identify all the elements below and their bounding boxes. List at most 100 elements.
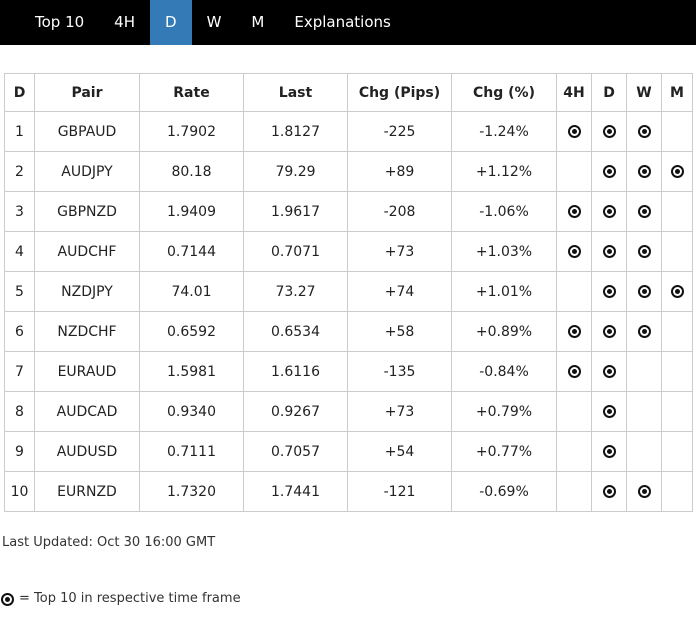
top10-dot-icon [670, 165, 684, 178]
m-flag-cell [661, 431, 693, 472]
top10-dot-icon [637, 125, 651, 138]
legend-text: = Top 10 in respective time frame [19, 591, 241, 606]
top10-dot-icon [567, 365, 581, 378]
top10-dot-icon [602, 245, 616, 258]
rate-cell: 0.6592 [139, 311, 244, 352]
nav-item-top-10[interactable]: Top 10 [35, 13, 85, 31]
top10-dot-icon [670, 285, 684, 298]
table-row: 7 EURAUD 1.5981 1.6116 -135 -0.84% [4, 351, 693, 392]
rate-cell: 1.9409 [139, 191, 244, 232]
rate-cell: 0.7111 [139, 431, 244, 472]
w-flag-cell [626, 151, 662, 192]
rank-cell: 1 [4, 111, 35, 152]
table-header-row: D Pair Rate Last Chg (Pips) Chg (%) 4H D W M [4, 73, 693, 112]
nav-item-4h[interactable]: 4H [114, 13, 135, 31]
last-cell: 73.27 [243, 271, 348, 312]
d-flag-cell [591, 231, 627, 272]
rate-cell: 0.9340 [139, 391, 244, 432]
top10-dot-icon [637, 485, 651, 498]
d-flag-cell [591, 151, 627, 192]
rank-cell: 8 [4, 391, 35, 432]
rank-cell: 2 [4, 151, 35, 192]
column-header-rate: Rate [139, 73, 244, 112]
column-header-chg: Chg (%) [451, 73, 557, 112]
table-row: 8 AUDCAD 0.9340 0.9267 +73 +0.79% [4, 391, 693, 432]
rate-cell: 80.18 [139, 151, 244, 192]
top10-dot-icon [602, 205, 616, 218]
legend: = Top 10 in respective time frame [1, 590, 696, 608]
top10-dot-icon [567, 245, 581, 258]
rate-cell: 1.7902 [139, 111, 244, 152]
table-row: 9 AUDUSD 0.7111 0.7057 +54 +0.77% [4, 431, 693, 472]
top10-table: D Pair Rate Last Chg (Pips) Chg (%) 4H D W M 1 GBP… [4, 73, 693, 512]
4h-flag-cell [556, 151, 592, 192]
rank-cell: 9 [4, 431, 35, 472]
chg-pct-cell: +1.01% [451, 271, 557, 312]
w-flag-cell [626, 231, 662, 272]
last-cell: 0.7071 [243, 231, 348, 272]
w-flag-cell [626, 351, 662, 392]
top10-dot-icon [602, 485, 616, 498]
pair-cell: AUDUSD [34, 431, 140, 472]
last-cell: 0.9267 [243, 391, 348, 432]
table-row: 1 GBPAUD 1.7902 1.8127 -225 -1.24% [4, 111, 693, 152]
top10-dot-icon [602, 125, 616, 138]
top10-dot-icon [637, 205, 651, 218]
table-body: 1 GBPAUD 1.7902 1.8127 -225 -1.24% 2 AUDJPY 80.1… [4, 111, 693, 512]
m-flag-cell [661, 351, 693, 392]
pair-cell: GBPAUD [34, 111, 140, 152]
d-flag-cell [591, 431, 627, 472]
table-row: 3 GBPNZD 1.9409 1.9617 -208 -1.06% [4, 191, 693, 232]
top-navbar: Top 10 4H D W M Explanations [0, 0, 696, 45]
chg-pct-cell: -0.69% [451, 471, 557, 512]
chg-pips-cell: -121 [347, 471, 452, 512]
top10-dot-icon [602, 445, 616, 458]
4h-flag-cell [556, 431, 592, 472]
last-cell: 1.9617 [243, 191, 348, 232]
table-row: 4 AUDCHF 0.7144 0.7071 +73 +1.03% [4, 231, 693, 272]
table-row: 2 AUDJPY 80.18 79.29 +89 +1.12% [4, 151, 693, 192]
last-cell: 0.6534 [243, 311, 348, 352]
pair-cell: NZDJPY [34, 271, 140, 312]
4h-flag-cell [556, 471, 592, 512]
rate-cell: 74.01 [139, 271, 244, 312]
w-flag-cell [626, 391, 662, 432]
4h-flag-cell [556, 111, 592, 152]
top10-dot-icon [602, 165, 616, 178]
nav-item-w[interactable]: W [206, 13, 222, 31]
chg-pips-cell: +58 [347, 311, 452, 352]
4h-flag-cell [556, 191, 592, 232]
nav-item-m[interactable]: M [251, 13, 265, 31]
rank-cell: 6 [4, 311, 35, 352]
table-row: 6 NZDCHF 0.6592 0.6534 +58 +0.89% [4, 311, 693, 352]
m-flag-cell [661, 191, 693, 232]
chg-pips-cell: +74 [347, 271, 452, 312]
top10-dot-icon [637, 245, 651, 258]
nav-item-explanations[interactable]: Explanations [294, 13, 391, 31]
m-flag-cell [661, 471, 693, 512]
pair-cell: AUDCAD [34, 391, 140, 432]
chg-pips-cell: +54 [347, 431, 452, 472]
column-header-4h: 4H [556, 73, 592, 112]
chg-pct-cell: -1.06% [451, 191, 557, 232]
d-flag-cell [591, 111, 627, 152]
last-cell: 79.29 [243, 151, 348, 192]
d-flag-cell [591, 191, 627, 232]
top10-dot-icon [1, 592, 14, 606]
column-header-last: Last [243, 73, 348, 112]
top10-dot-icon [567, 325, 581, 338]
rate-cell: 0.7144 [139, 231, 244, 272]
top10-dot-icon [637, 325, 651, 338]
top10-dot-icon [567, 205, 581, 218]
chg-pips-cell: -135 [347, 351, 452, 392]
top10-dot-icon [637, 165, 651, 178]
nav-item-d[interactable]: D [150, 0, 192, 45]
pair-cell: AUDCHF [34, 231, 140, 272]
last-cell: 1.8127 [243, 111, 348, 152]
rank-cell: 7 [4, 351, 35, 392]
4h-flag-cell [556, 351, 592, 392]
pair-cell: AUDJPY [34, 151, 140, 192]
chg-pips-cell: +73 [347, 391, 452, 432]
rank-cell: 10 [4, 471, 35, 512]
column-header-w: W [626, 73, 662, 112]
